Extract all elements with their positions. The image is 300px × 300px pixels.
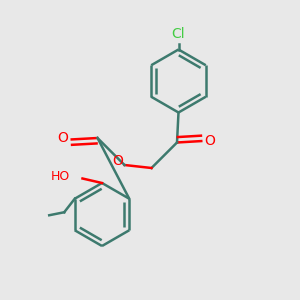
Text: O: O	[205, 134, 215, 148]
Text: O: O	[58, 131, 68, 145]
Text: Cl: Cl	[172, 27, 185, 41]
Text: HO: HO	[51, 170, 70, 184]
Text: O: O	[112, 154, 123, 168]
